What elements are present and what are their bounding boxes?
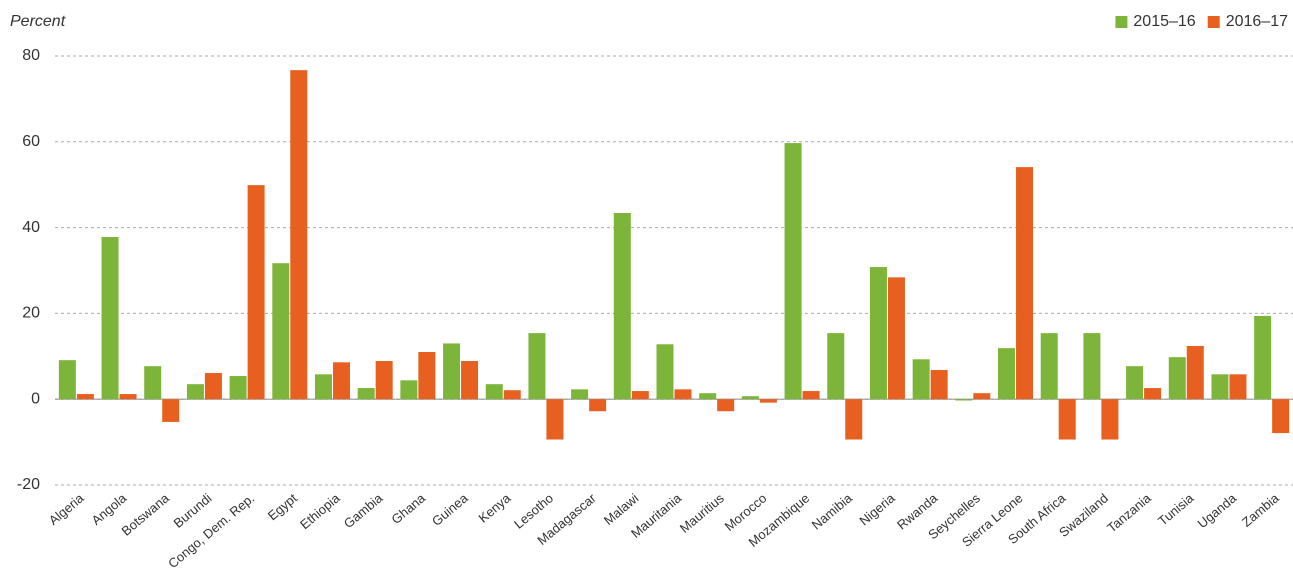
bar: [613, 213, 631, 400]
x-tick-label: Nigeria: [856, 490, 898, 528]
bar: [887, 277, 905, 400]
bar: [784, 143, 802, 400]
x-tick-label: Kenya: [475, 490, 513, 526]
y-axis-label: Percent: [10, 13, 66, 30]
bar: [101, 237, 119, 400]
x-tick-label: Ethiopia: [297, 490, 343, 532]
bar: [443, 343, 461, 400]
bar: [400, 380, 418, 400]
legend-label: 2016–17: [1226, 13, 1288, 30]
legend-swatch: [1207, 16, 1220, 28]
bar: [1186, 346, 1204, 400]
bar: [247, 185, 265, 400]
y-tick-label: 40: [22, 219, 40, 236]
bar: [186, 384, 204, 400]
x-tick-label: Tanzania: [1104, 490, 1154, 535]
bar: [375, 361, 393, 400]
bar: [802, 391, 820, 400]
bar: [973, 393, 991, 400]
bar: [1272, 399, 1290, 434]
y-tick-label: 60: [22, 133, 40, 150]
bar: [546, 399, 564, 440]
bar: [1229, 374, 1247, 400]
bar: [58, 360, 76, 400]
bar: [955, 399, 973, 401]
bar: [1040, 333, 1058, 400]
bar: [314, 374, 332, 400]
bar: [229, 376, 247, 400]
bar: [998, 348, 1016, 400]
bar: [827, 333, 845, 400]
bar: [528, 333, 546, 400]
x-tick-label: Botswana: [118, 490, 172, 539]
bar: [461, 361, 479, 400]
bar: [272, 263, 290, 400]
bar: [1168, 357, 1186, 400]
legend-label: 2015–16: [1133, 13, 1195, 30]
bar: [1144, 388, 1162, 400]
bar: [912, 359, 930, 400]
bar: [741, 396, 759, 400]
bar: [503, 390, 521, 400]
x-tick-label: Guinea: [429, 490, 471, 529]
bar: [332, 362, 350, 400]
x-tick-label: Mauritius: [677, 490, 727, 536]
bar: [144, 366, 162, 400]
bar: [930, 370, 948, 400]
bar: [162, 399, 180, 422]
bar: [1126, 366, 1144, 400]
bar: [845, 399, 863, 440]
bar: [1101, 399, 1119, 440]
y-tick-label: 0: [31, 390, 40, 407]
x-tick-label: Zambia: [1239, 490, 1282, 530]
bar: [571, 389, 589, 400]
bar: [656, 344, 674, 400]
legend-swatch: [1115, 16, 1128, 28]
bar: [1058, 399, 1076, 440]
bar: [869, 267, 887, 400]
bar: [1254, 315, 1272, 400]
bar: [485, 384, 503, 400]
bar: [1083, 333, 1101, 400]
bar: [589, 399, 607, 412]
y-tick-label: 20: [22, 305, 40, 322]
bar: [717, 399, 735, 412]
bar: [674, 389, 692, 400]
bar: [1016, 167, 1034, 400]
bar: [631, 391, 649, 400]
x-tick-label: Namibia: [809, 490, 856, 533]
bar: [119, 394, 137, 400]
bar: [1211, 374, 1229, 400]
bar: [204, 373, 222, 400]
x-tick-label: Gambia: [341, 490, 386, 531]
x-tick-label: Tunisia: [1155, 490, 1197, 529]
bar: [418, 352, 436, 400]
y-tick-label: -20: [17, 476, 40, 493]
bar: [290, 70, 308, 400]
y-tick-label: 80: [22, 47, 40, 64]
bar: [699, 393, 717, 400]
bar: [76, 394, 94, 400]
bar: [759, 399, 777, 403]
x-tick-label: Algeria: [46, 490, 87, 528]
bar: [357, 388, 375, 400]
x-tick-label: Uganda: [1195, 490, 1240, 531]
x-tick-label: Ghana: [388, 490, 428, 527]
x-tick-label: Egypt: [265, 490, 300, 523]
